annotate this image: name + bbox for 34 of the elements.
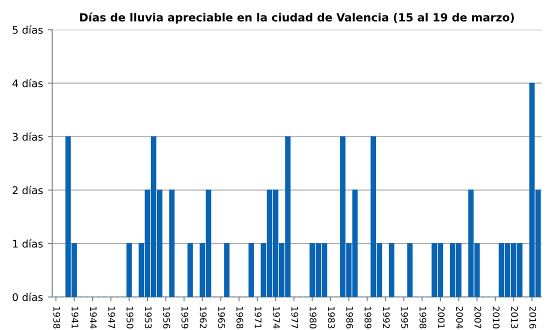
x-tick-label: 1998	[420, 307, 426, 328]
x-tick-label: 1950	[126, 307, 134, 328]
x-tick-label: 1971	[254, 307, 262, 328]
x-tick-label: 2013	[511, 306, 518, 328]
x-tick-label: 1965	[218, 307, 225, 328]
y-tick-label: 5 días	[12, 25, 43, 34]
x-tick-label: 1938	[53, 307, 60, 328]
x-tick-label: 1974	[273, 307, 280, 328]
y-tick-label: 1 días	[13, 239, 43, 248]
x-tick-label: 1989	[364, 307, 372, 328]
x-tick-label: 1962	[200, 307, 207, 328]
x-tick-label: 1959	[181, 307, 188, 328]
y-tick-label: 3 días	[12, 132, 43, 141]
x-tick-label: 1983	[328, 307, 335, 328]
x-tick-label: 2001	[438, 306, 445, 328]
x-tick-label: 1980	[310, 307, 316, 328]
x-tick-label: 1953	[144, 307, 152, 328]
x-tick-label: 2004	[456, 306, 463, 328]
x-tick-label: 1977	[291, 307, 298, 328]
x-tick-label: 1995	[401, 307, 408, 328]
x-tick-label: 1944	[90, 307, 97, 328]
x-tick-label: 2016	[529, 306, 536, 328]
x-tick-label: 1947	[108, 307, 116, 328]
y-tick-label: 4 días	[12, 78, 43, 88]
x-tick-label: 1956	[163, 307, 170, 328]
x-tick-label: 1992	[382, 307, 390, 328]
x-tick-label: 1968	[236, 307, 244, 328]
y-tick-label: 2 días	[12, 186, 43, 194]
x-tick-label: 1986	[346, 307, 354, 328]
y-tick-label: 0 días	[12, 292, 43, 302]
x-tick-label: 2007	[474, 306, 482, 328]
x-tick-label: 1941	[72, 307, 78, 328]
x-tick-label: 2010	[492, 306, 500, 328]
chart-title: Días de lluvia apreciable en la ciudad de Valencia (15 al 19 de marzo)	[80, 12, 514, 24]
